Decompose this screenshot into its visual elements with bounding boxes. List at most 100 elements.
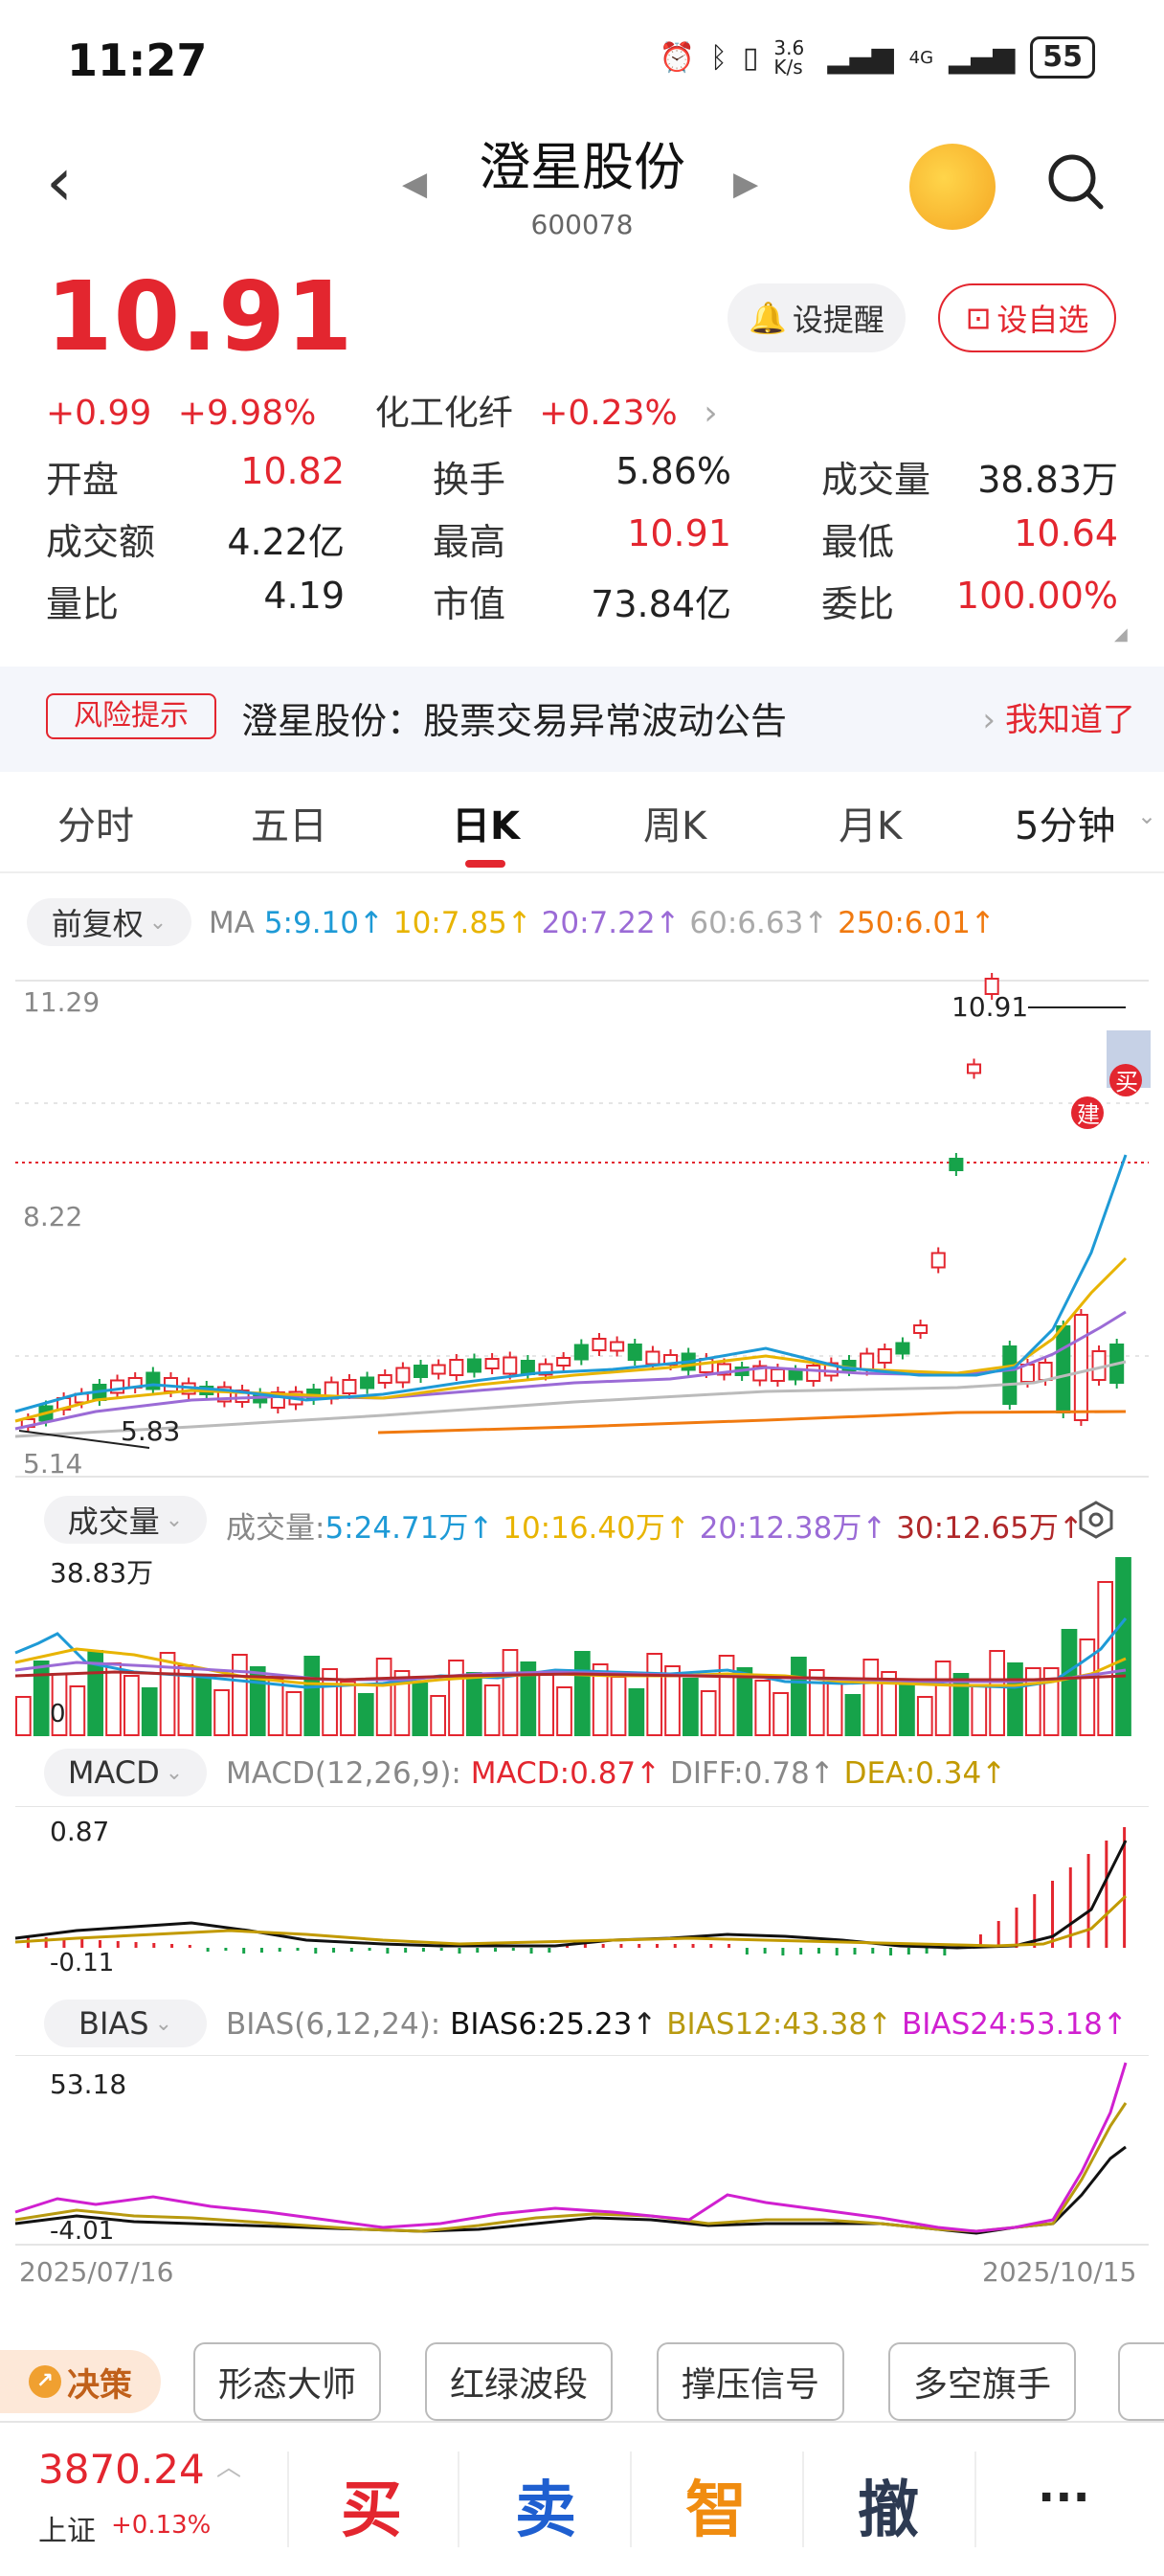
candle bbox=[449, 1359, 464, 1376]
start-date: 2025/07/16 bbox=[19, 2256, 174, 2288]
cancel-button[interactable]: 撤 bbox=[858, 2475, 919, 2546]
net-speed: 3.6 K/s bbox=[773, 36, 805, 79]
volume-bar bbox=[628, 1688, 645, 1736]
volume-bar bbox=[15, 1696, 32, 1736]
bias24-line bbox=[14, 2062, 1128, 2233]
dea-value: DEA:0.34 bbox=[843, 1756, 982, 1791]
bluetooth-icon: ᛒ bbox=[709, 40, 728, 75]
volume-bar bbox=[340, 1681, 356, 1736]
divider bbox=[802, 2452, 804, 2547]
vol-y-max: 38.83万 bbox=[50, 1557, 153, 1589]
tool-support-pressure[interactable]: 撑压信号 bbox=[657, 2342, 844, 2421]
chevron-down-icon: ⌄ bbox=[154, 2011, 173, 2036]
dea-line bbox=[14, 1894, 1128, 1948]
ma20-line bbox=[14, 1310, 1127, 1431]
stat-value: 73.84亿 bbox=[591, 583, 731, 625]
index-value[interactable]: 3870.24 bbox=[38, 2446, 205, 2493]
volume-bar bbox=[105, 1662, 122, 1736]
divider bbox=[458, 2452, 459, 2547]
candle bbox=[1056, 1325, 1071, 1413]
volume-bar bbox=[159, 1652, 176, 1736]
set-reminder-label: 设提醒 bbox=[792, 302, 884, 338]
signal-icon-2: ▂▄▆ bbox=[949, 40, 1016, 75]
bottom-bar bbox=[0, 2421, 1164, 2576]
stat-label: 委比 bbox=[821, 583, 895, 625]
volume-bar bbox=[33, 1661, 50, 1736]
macd-params: MACD(12,26,9): bbox=[226, 1756, 461, 1791]
vol-ma10: 10:16.40万 bbox=[503, 1511, 665, 1546]
candle bbox=[806, 1365, 821, 1382]
stat-value: 4.19 bbox=[263, 575, 345, 617]
chevron-up-icon[interactable]: ︿ bbox=[216, 2453, 242, 2482]
volume-bar bbox=[934, 1661, 951, 1736]
expand-corner-icon[interactable]: ◢ bbox=[1114, 624, 1128, 644]
tab-daily-k[interactable]: 日K bbox=[452, 804, 520, 848]
stat-label: 开盘 bbox=[46, 459, 120, 501]
clock: 11:27 bbox=[67, 34, 208, 86]
risk-text[interactable]: 澄星股份：股票交易异常波动公告 bbox=[241, 700, 788, 742]
volume-bar bbox=[791, 1657, 807, 1736]
low-mark: 5.83 bbox=[121, 1415, 180, 1447]
volume-bar bbox=[610, 1676, 627, 1736]
stat-label: 量比 bbox=[46, 583, 120, 625]
volume-bar bbox=[808, 1669, 825, 1736]
risk-banner[interactable] bbox=[0, 667, 1164, 772]
add-favorite-button[interactable]: ⊡ 设自选 bbox=[938, 283, 1116, 352]
tool-long-short-flag[interactable]: 多空旗手 bbox=[888, 2342, 1076, 2421]
macd-chart[interactable]: 0.87 -0.11 bbox=[0, 1806, 1164, 1988]
volume-bar bbox=[520, 1661, 537, 1736]
back-icon[interactable]: ‹ bbox=[46, 143, 73, 221]
volume-bar bbox=[448, 1660, 464, 1736]
macd-legend: MACD(12,26,9): MACD:0.87↑ DIFF:0.78↑ DEA… bbox=[226, 1756, 1007, 1791]
macd-dropdown[interactable]: MACD ⌄ bbox=[44, 1749, 207, 1796]
build-tag: 建 bbox=[1077, 1101, 1100, 1128]
decision-button[interactable]: ↗ 决策 bbox=[0, 2350, 161, 2413]
divider bbox=[974, 2452, 976, 2547]
candle bbox=[895, 1342, 910, 1355]
tool-more[interactable] bbox=[1118, 2342, 1164, 2421]
tab-five-day[interactable]: 五日 bbox=[251, 804, 327, 848]
vol-ma5: 5:24.71万 bbox=[325, 1511, 469, 1546]
mascot-icon[interactable] bbox=[909, 144, 996, 230]
chevron-right-icon: › bbox=[704, 394, 718, 433]
search-icon[interactable] bbox=[1045, 151, 1107, 213]
prev-stock-icon[interactable]: ◀ bbox=[402, 165, 428, 203]
adjust-dropdown[interactable]: 前复权 ⌄ bbox=[27, 898, 191, 946]
chat-icon: ⊡ bbox=[965, 300, 992, 336]
sector-name[interactable]: 化工化纤 bbox=[374, 394, 513, 433]
ma250-value: 250:6.01 bbox=[838, 906, 971, 940]
stat-label: 成交量 bbox=[821, 459, 931, 501]
set-reminder-button[interactable]: 🔔 设提醒 bbox=[728, 283, 906, 352]
tab-weekly-k[interactable]: 周K bbox=[643, 804, 707, 848]
ma60-value: 60:6.63 bbox=[689, 906, 804, 940]
volume-legend: 成交量:5:24.71万↑ 10:16.40万↑ 20:12.38万↑ 30:1… bbox=[226, 1511, 1084, 1546]
buy-button[interactable]: 买 bbox=[341, 2475, 402, 2546]
kline-chart[interactable]: 5.83 10.91 买 建 11.29 8.22 5.14 bbox=[0, 973, 1164, 1482]
tool-pattern-master[interactable]: 形态大师 bbox=[193, 2342, 381, 2421]
more-button[interactable]: ··· bbox=[1038, 2471, 1090, 2524]
candle bbox=[342, 1379, 357, 1394]
tab-intraday[interactable]: 分时 bbox=[57, 804, 134, 848]
volume-prefix: 成交量: bbox=[226, 1511, 325, 1546]
volume-bar bbox=[916, 1696, 933, 1736]
volume-bar bbox=[267, 1679, 284, 1736]
y-mid-label: 8.22 bbox=[23, 1201, 82, 1232]
next-stock-icon[interactable]: ▶ bbox=[733, 165, 759, 203]
tool-red-green-band[interactable]: 红绿波段 bbox=[425, 2342, 613, 2421]
sell-button[interactable]: 卖 bbox=[515, 2475, 576, 2546]
tab-monthly-k[interactable]: 月K bbox=[839, 804, 903, 848]
risk-tag: 风险提示 bbox=[46, 693, 216, 739]
volume-dropdown[interactable]: 成交量 ⌄ bbox=[44, 1496, 207, 1544]
smart-button[interactable]: 智 bbox=[685, 2475, 747, 2546]
bias-dropdown[interactable]: BIAS ⌄ bbox=[44, 2000, 207, 2047]
volume-chart[interactable]: 38.83万 0 bbox=[0, 1557, 1164, 1739]
tab-5min[interactable]: 5分钟 bbox=[1015, 804, 1116, 848]
bias-chart[interactable]: 53.18 -4.01 bbox=[0, 2055, 1164, 2247]
sector-change: +0.23% bbox=[539, 394, 678, 433]
risk-ack-button[interactable]: › 我知道了 bbox=[982, 693, 1135, 740]
price-change: +0.99 bbox=[46, 394, 152, 433]
stat-value: 10.82 bbox=[240, 450, 345, 492]
candle bbox=[966, 1063, 982, 1074]
settings-icon[interactable] bbox=[1076, 1500, 1116, 1540]
candle bbox=[413, 1365, 429, 1378]
